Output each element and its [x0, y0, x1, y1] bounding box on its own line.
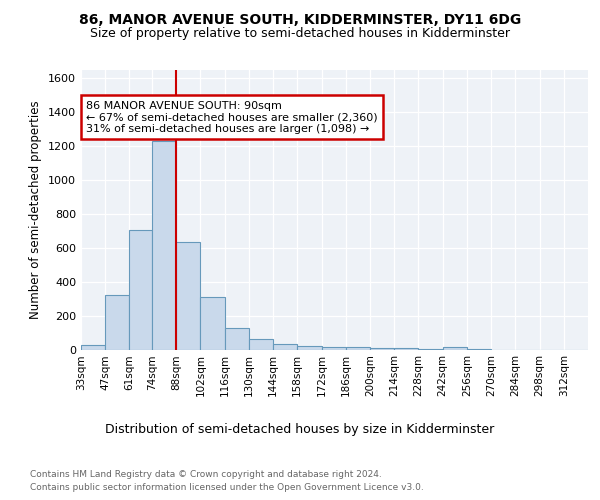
Bar	[346, 348, 370, 350]
Text: Contains HM Land Registry data © Crown copyright and database right 2024.: Contains HM Land Registry data © Crown c…	[30, 470, 382, 479]
Bar	[176, 242, 200, 350]
Bar	[200, 296, 224, 350]
Bar	[467, 349, 491, 350]
Y-axis label: Number of semi-detached properties: Number of semi-detached properties	[29, 100, 43, 320]
Text: Distribution of semi-detached houses by size in Kidderminster: Distribution of semi-detached houses by …	[106, 422, 494, 436]
Bar	[224, 328, 249, 350]
Text: Size of property relative to semi-detached houses in Kidderminster: Size of property relative to semi-detach…	[90, 28, 510, 40]
Bar	[297, 346, 322, 350]
Text: 86 MANOR AVENUE SOUTH: 90sqm
← 67% of semi-detached houses are smaller (2,360)
3: 86 MANOR AVENUE SOUTH: 90sqm ← 67% of se…	[86, 100, 378, 134]
Bar	[370, 348, 394, 350]
Bar	[443, 348, 467, 350]
Bar	[105, 295, 130, 350]
Bar	[394, 348, 418, 350]
Bar	[418, 348, 443, 350]
Bar	[81, 345, 105, 350]
Text: Contains public sector information licensed under the Open Government Licence v3: Contains public sector information licen…	[30, 482, 424, 492]
Bar	[322, 346, 346, 350]
Text: 86, MANOR AVENUE SOUTH, KIDDERMINSTER, DY11 6DG: 86, MANOR AVENUE SOUTH, KIDDERMINSTER, D…	[79, 12, 521, 26]
Bar	[273, 344, 297, 350]
Bar	[152, 142, 176, 350]
Bar	[130, 230, 152, 350]
Bar	[249, 339, 273, 350]
